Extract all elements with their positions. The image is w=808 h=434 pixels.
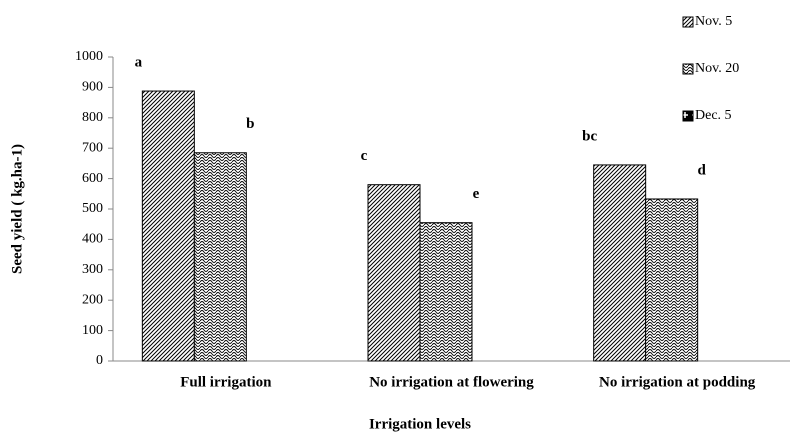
significance-letter: c — [361, 148, 368, 164]
y-tick-label: 800 — [82, 110, 103, 125]
y-tick-label: 500 — [82, 201, 103, 216]
significance-letter: d — [697, 162, 706, 178]
y-tick-label: 1000 — [75, 49, 103, 64]
x-tick-label: No irrigation at podding — [599, 374, 756, 390]
legend-swatch — [682, 63, 694, 75]
bar — [367, 184, 421, 362]
legend-swatch — [682, 16, 694, 28]
legend-label: Nov. 5 — [695, 14, 732, 29]
legend-swatch — [682, 110, 694, 122]
y-tick-label: 200 — [82, 292, 103, 307]
y-tick-label: 100 — [82, 323, 103, 338]
y-tick-label: 600 — [82, 171, 103, 186]
y-tick-label: 700 — [82, 140, 103, 155]
legend-label: Dec. 5 — [695, 108, 732, 123]
significance-letter: bc — [582, 128, 597, 144]
bar — [141, 90, 195, 362]
bar — [593, 164, 647, 362]
y-tick-label: 0 — [96, 353, 103, 368]
significance-letter: b — [246, 116, 254, 132]
y-axis-label: Seed yield ( kg.ha-1) — [9, 144, 25, 274]
significance-letter: a — [135, 54, 143, 70]
significance-letter: e — [473, 186, 480, 202]
bar — [193, 152, 247, 362]
x-tick-label: No irrigation at flowering — [369, 374, 534, 390]
x-axis-label: Irrigation levels — [369, 416, 471, 432]
legend-label: Nov. 20 — [695, 61, 739, 76]
y-tick-label: 300 — [82, 262, 103, 277]
bar — [645, 198, 699, 362]
y-tick-label: 900 — [82, 80, 103, 95]
y-tick-label: 400 — [82, 232, 103, 247]
bar — [419, 222, 473, 362]
x-tick-label: Full irrigation — [180, 374, 272, 390]
